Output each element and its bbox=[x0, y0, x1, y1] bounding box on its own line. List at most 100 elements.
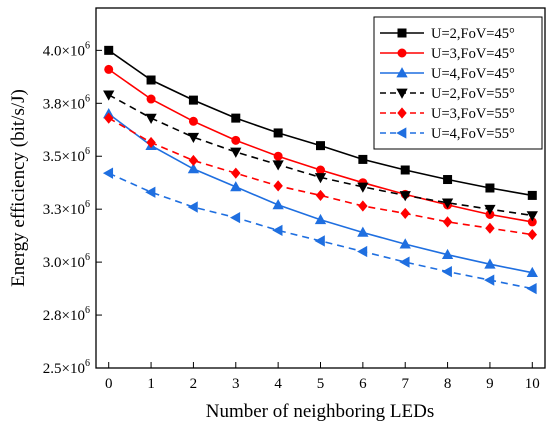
data-point bbox=[273, 128, 283, 138]
data-point bbox=[485, 222, 495, 234]
data-point bbox=[187, 163, 200, 174]
legend-label: U=3,FoV=55° bbox=[431, 106, 515, 122]
plot-series bbox=[102, 45, 538, 295]
data-point bbox=[230, 181, 242, 192]
data-point bbox=[230, 147, 242, 158]
legend-marker bbox=[396, 67, 408, 78]
data-point bbox=[146, 94, 156, 104]
y-tick-label: 4.0×106 bbox=[43, 40, 90, 59]
data-point bbox=[102, 167, 114, 179]
x-tick-label: 7 bbox=[401, 376, 409, 392]
series bbox=[103, 112, 538, 241]
data-point bbox=[484, 204, 496, 216]
legend: U=2,FoV=45° U=3,FoV=45° U=4,FoV=45° U=2,FoV… bbox=[373, 16, 543, 150]
data-point bbox=[400, 207, 410, 219]
legend-label: U=2,FoV=55° bbox=[431, 86, 515, 102]
plot-frame bbox=[95, 7, 546, 369]
data-point bbox=[145, 186, 156, 198]
data-point bbox=[146, 75, 156, 85]
legend-item: U=3,FoV=55° bbox=[380, 106, 515, 122]
data-point bbox=[145, 113, 157, 124]
data-point bbox=[527, 229, 538, 241]
data-point bbox=[188, 154, 199, 167]
legend-marker bbox=[396, 88, 408, 99]
series bbox=[104, 45, 537, 200]
series bbox=[102, 167, 537, 295]
data-point bbox=[399, 191, 411, 202]
data-point bbox=[526, 211, 538, 222]
legend-item: U=4,FoV=45° bbox=[380, 66, 515, 82]
x-tick-label: 9 bbox=[486, 376, 494, 392]
data-point bbox=[441, 265, 452, 278]
x-tick-label: 10 bbox=[525, 376, 540, 392]
data-point bbox=[399, 238, 411, 249]
data-point bbox=[314, 213, 327, 225]
data-point bbox=[315, 189, 326, 201]
y-tick-label: 2.5×106 bbox=[43, 358, 90, 377]
data-point bbox=[229, 211, 241, 224]
data-point bbox=[357, 226, 369, 237]
data-point bbox=[526, 266, 538, 278]
data-point bbox=[316, 141, 325, 151]
axis-ticks: 0 1 2 3 4 5 6 7 8 9 10 2.5×106 2.8×106 3.0×106 3.3×106… bbox=[43, 40, 540, 392]
x-tick-label: 2 bbox=[190, 376, 198, 392]
data-point bbox=[400, 165, 410, 175]
data-point bbox=[104, 45, 114, 55]
data-point bbox=[485, 183, 495, 193]
legend-item: U=4,FoV=55° bbox=[380, 126, 515, 142]
x-tick-label: 1 bbox=[147, 376, 155, 392]
data-point bbox=[231, 113, 241, 123]
data-point bbox=[442, 216, 453, 228]
data-point bbox=[316, 165, 325, 175]
legend-label: U=2,FoV=45° bbox=[431, 26, 515, 42]
legend-marker bbox=[396, 127, 407, 139]
x-tick-label: 6 bbox=[359, 376, 367, 392]
x-axis-label: Number of neighboring LEDs bbox=[206, 401, 434, 422]
data-point bbox=[526, 282, 537, 295]
data-point bbox=[188, 116, 198, 126]
legend-item: U=2,FoV=45° bbox=[380, 26, 515, 42]
legend-item: U=2,FoV=55° bbox=[380, 86, 515, 102]
data-point bbox=[358, 154, 368, 164]
data-point bbox=[231, 167, 241, 179]
data-point bbox=[358, 200, 368, 212]
data-point bbox=[441, 248, 454, 260]
data-point bbox=[272, 199, 284, 210]
data-point bbox=[314, 235, 325, 247]
legend-marker bbox=[397, 28, 407, 38]
data-point bbox=[273, 151, 283, 161]
data-point bbox=[103, 112, 114, 124]
y-axis-label: Energy efficiency (bit/s/J) bbox=[8, 89, 29, 287]
data-point bbox=[103, 90, 115, 101]
data-point bbox=[314, 173, 327, 184]
series bbox=[103, 90, 538, 222]
data-point bbox=[187, 201, 198, 213]
data-point bbox=[273, 180, 283, 192]
y-tick-label: 3.8×106 bbox=[43, 93, 90, 112]
legend-box bbox=[373, 16, 543, 150]
data-point bbox=[357, 182, 369, 193]
data-point bbox=[441, 198, 454, 209]
data-point bbox=[443, 175, 453, 185]
x-tick-label: 8 bbox=[444, 376, 452, 392]
data-point bbox=[146, 136, 156, 149]
x-tick-label: 4 bbox=[274, 376, 282, 392]
legend-marker bbox=[397, 48, 407, 58]
legend-label: U=4,FoV=55° bbox=[431, 126, 515, 142]
data-point bbox=[484, 274, 495, 286]
data-point bbox=[399, 256, 410, 268]
data-point bbox=[231, 135, 241, 145]
y-tick-label: 3.0×106 bbox=[43, 252, 90, 271]
x-tick-label: 0 bbox=[105, 376, 113, 392]
legend-label: U=4,FoV=45° bbox=[431, 66, 515, 82]
y-tick-label: 3.3×106 bbox=[43, 199, 90, 218]
y-tick-label: 3.5×106 bbox=[43, 146, 90, 165]
y-tick-label: 2.8×106 bbox=[43, 305, 90, 324]
data-point bbox=[272, 224, 283, 237]
data-point bbox=[188, 95, 198, 105]
x-tick-label: 3 bbox=[232, 376, 240, 392]
legend-marker bbox=[397, 107, 407, 119]
data-point bbox=[527, 190, 537, 200]
data-point bbox=[484, 258, 496, 269]
